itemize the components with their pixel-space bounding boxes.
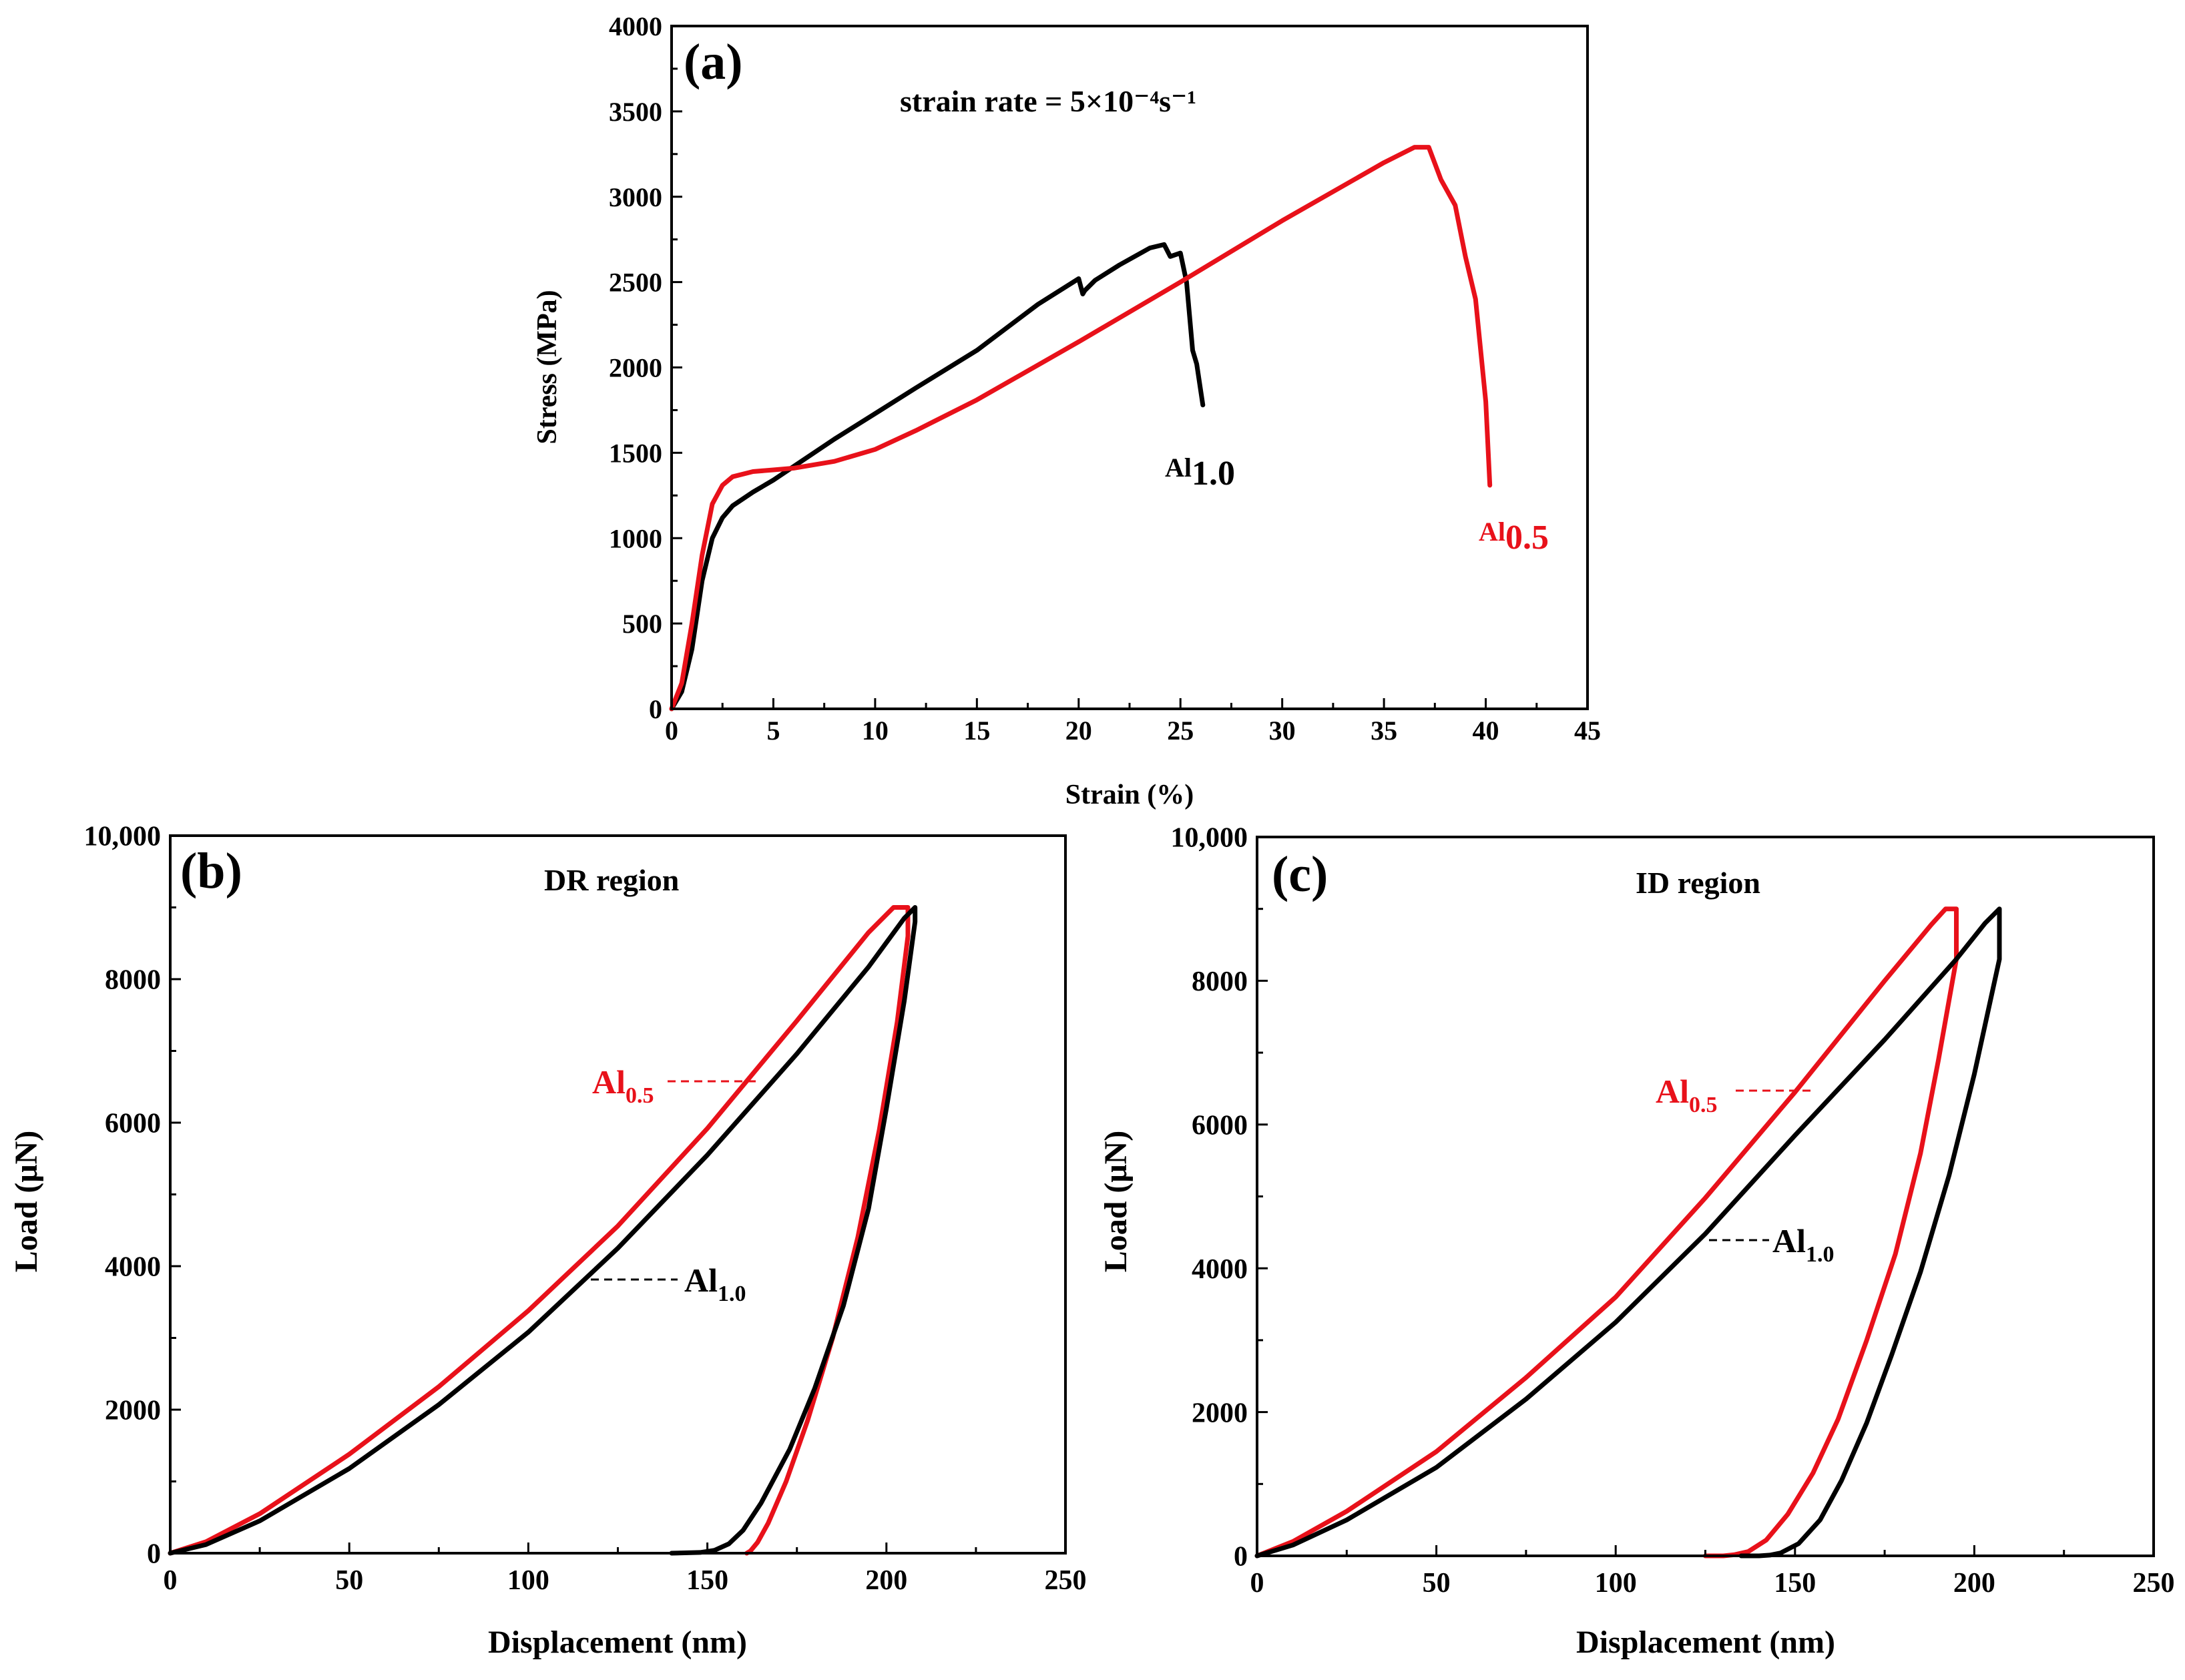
panel-c-y-tick-label: 0 [1234,1542,1248,1573]
panel-a-x-tick-label: 35 [1371,716,1397,746]
panel-c-series-label-al05: Al0.5 [1656,1073,1718,1117]
panel-b-series-label-al10-sub: 1.0 [718,1282,746,1306]
panel-b-series-label-al10: Al1.0 [684,1262,746,1306]
panel-b-label: (b) [180,843,242,899]
panel-a-axes-frame [670,25,1589,710]
panel-c-x-tick-label: 50 [1423,1568,1451,1599]
panel-c-x-tick-label: 100 [1595,1568,1637,1599]
panel-c-plot-area: 0 50 100 150 200 250 0 2000 4000 6000 8000 10,000 [1171,823,2175,1599]
panel-a-series-al05 [669,145,1493,712]
panel-a-title: strain rate = 5×10⁻⁴s⁻¹ [900,84,1196,118]
panel-b-series-label-al05-sub: 0.5 [626,1083,654,1108]
panel-b-x-tick-label: 100 [507,1565,549,1596]
panel-c-x-tick-label: 250 [2133,1568,2175,1599]
panel-a-x-tick-label: 30 [1269,716,1296,746]
panel-c-x-tick-label: 150 [1774,1568,1816,1599]
panel-b-y-tick-label: 2000 [105,1396,161,1426]
panel-b-y-tick-label: 6000 [105,1109,161,1139]
panel-a-series-label-al05-sub: 0.5 [1505,519,1549,557]
panel-a-y-tick-label: 3000 [609,182,662,212]
panel-c-y-tick-label: 10,000 [1171,823,1248,854]
panel-b-plot-area: 0 50 100 150 200 250 0 2000 4000 6000 8000 10,000 [84,822,1087,1596]
panel-a-y-tick-label: 500 [622,609,662,639]
panel-b-curves [168,905,918,1556]
panel-c-series-al10 [1254,906,2002,1559]
panel-a-series-label-al10-main: Al [1165,453,1192,483]
panel-c-y-tick-label: 6000 [1192,1111,1248,1141]
panel-b-series-label-al10-main: Al [684,1262,718,1299]
panel-c-title: ID region [1636,866,1760,900]
panel-c-y-tick-label: 2000 [1192,1398,1248,1428]
panel-c-xlabel: Displacement (nm) [1576,1625,1835,1660]
panel-a-series-label-al10-sub: 1.0 [1192,455,1235,493]
panel-b-x-tick-label: 150 [686,1565,728,1596]
panel-c-series-label-al05-sub: 0.5 [1689,1093,1718,1117]
panel-a-x-tick-label: 10 [862,716,889,746]
panel-b-y-tick-label: 4000 [105,1252,161,1283]
panel-b-y-tick-label: 0 [147,1539,161,1570]
panel-a-curves [669,145,1493,712]
panel-c-y-tick-label: 8000 [1192,966,1248,997]
panel-c-series-label-al10-sub: 1.0 [1806,1242,1835,1267]
panel-a-series-label-al05: Al0.5 [1479,517,1549,557]
panel-a-y-tick-label: 2500 [609,268,662,298]
panel-a-ticks: 0 5 10 15 20 25 30 35 40 45 0 500 1000 1500 2000 2500 30… [609,11,1601,746]
panel-a-y-tick-label: 0 [649,694,662,724]
panel-c-ticks: 0 50 100 150 200 250 0 2000 4000 6000 8000 10,000 [1171,823,2175,1599]
panel-a-xlabel: Strain (%) [1065,780,1194,810]
panel-b-series-label-al05-main: Al [592,1063,626,1101]
panel-a-label: (a) [684,34,743,90]
panel-a-y-tick-label: 2000 [609,353,662,383]
panel-a-y-tick-label: 1500 [609,438,662,468]
panel-b-x-tick-label: 0 [164,1565,178,1596]
panel-a-x-tick-label: 45 [1574,716,1601,746]
panel-b-ticks: 0 50 100 150 200 250 0 2000 4000 6000 8000 10,000 [84,822,1087,1596]
panel-a-x-tick-label: 20 [1065,716,1092,746]
panel-c-curves [1254,906,2002,1559]
panel-b-series-label-al05: Al0.5 [592,1063,654,1108]
panel-b-axes-frame [169,834,1067,1555]
panel-a-y-tick-label: 4000 [609,11,662,41]
panel-a-plot-area: 0 5 10 15 20 25 30 35 40 45 0 500 1000 1500 2000 2500 30… [609,11,1601,746]
panel-a-x-tick-label: 15 [963,716,990,746]
panel-c-x-tick-label: 200 [1953,1568,1995,1599]
panel-a-x-tick-label: 0 [665,716,678,746]
panel-a-x-tick-label: 25 [1167,716,1194,746]
panel-a-y-tick-label: 1000 [609,523,662,553]
panel-a-ylabel: Stress (MPa) [532,290,563,444]
panel-b: 0 50 100 150 200 250 0 2000 4000 6000 8000 10,000 (… [9,822,1087,1660]
panel-b-ylabel: Load (μN) [9,1131,44,1273]
panel-b-series-al10 [168,905,918,1556]
panel-c-ylabel: Load (μN) [1098,1131,1134,1273]
panel-b-x-tick-label: 250 [1045,1565,1087,1596]
panel-c-series-label-al05-main: Al [1656,1073,1689,1110]
panel-b-y-tick-label: 10,000 [84,822,162,852]
panel-a: 0 5 10 15 20 25 30 35 40 45 0 500 1000 1500 2000 2500 30… [532,11,1601,810]
panel-a-series-label-al10: Al1.0 [1165,453,1235,493]
panel-b-x-tick-label: 50 [335,1565,363,1596]
panel-c: 0 50 100 150 200 250 0 2000 4000 6000 8000 10,000 (… [1098,823,2175,1660]
panel-a-x-tick-label: 5 [766,716,780,746]
panel-a-x-tick-label: 40 [1473,716,1499,746]
panel-c-x-tick-label: 0 [1250,1568,1264,1599]
panel-a-series-al10 [669,242,1206,712]
panel-c-series-label-al10: Al1.0 [1772,1222,1835,1267]
panel-a-series-label-al05-main: Al [1479,517,1505,547]
panel-b-title: DR region [544,863,679,897]
panel-b-y-tick-label: 8000 [105,965,161,996]
panel-c-label: (c) [1272,846,1328,902]
panel-c-y-tick-label: 4000 [1192,1254,1248,1285]
panel-b-x-tick-label: 200 [865,1565,907,1596]
panel-b-xlabel: Displacement (nm) [488,1625,747,1660]
panel-c-series-label-al10-main: Al [1772,1222,1806,1259]
panel-b-series-al05 [168,905,911,1556]
panel-a-y-tick-label: 3500 [609,97,662,127]
